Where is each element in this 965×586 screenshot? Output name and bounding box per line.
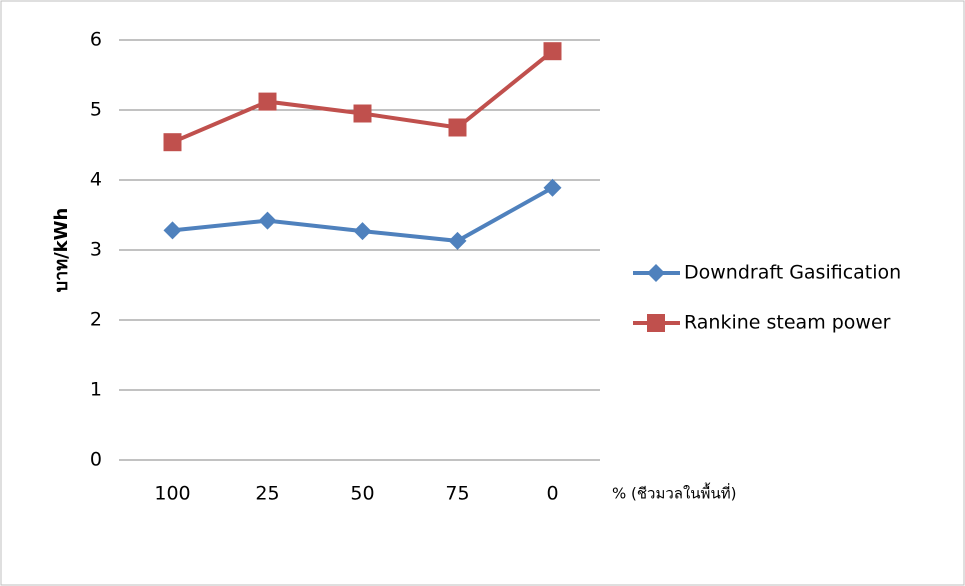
y-tick-label: 2 xyxy=(90,309,102,331)
marker xyxy=(448,231,467,250)
y-tick-label: 3 xyxy=(90,239,102,261)
y-tick-label: 1 xyxy=(90,379,102,401)
marker xyxy=(163,221,182,240)
x-tick-label: 75 xyxy=(445,483,469,505)
x-tick-label: 0 xyxy=(546,483,558,505)
y-tick-label: 6 xyxy=(90,29,102,51)
marker xyxy=(448,118,467,137)
legend-marker xyxy=(647,314,665,332)
y-tick-label: 4 xyxy=(90,169,102,191)
marker xyxy=(353,222,372,241)
marker xyxy=(353,104,372,123)
x-axis-label: % (ชีวมวลในพื้นที่) xyxy=(612,483,736,503)
x-tick-label: 100 xyxy=(154,483,190,505)
marker xyxy=(543,42,562,61)
y-tick-label: 5 xyxy=(90,99,102,121)
legend-marker xyxy=(647,264,665,282)
y-axis-label: บาท/kWh xyxy=(51,208,72,293)
marker xyxy=(163,133,182,152)
x-tick-label: 50 xyxy=(350,483,374,505)
x-tick-label: 25 xyxy=(255,483,279,505)
legend-label: Downdraft Gasification xyxy=(684,262,901,284)
y-tick-label: 0 xyxy=(90,449,102,471)
legend-label: Rankine steam power xyxy=(684,312,891,334)
marker xyxy=(258,211,277,230)
marker xyxy=(543,178,562,197)
marker xyxy=(258,92,277,111)
